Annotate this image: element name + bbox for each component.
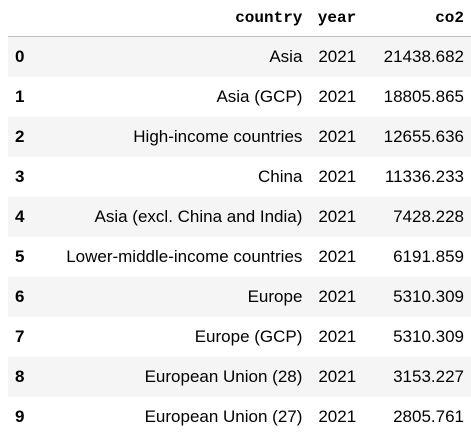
cell-co2: 11336.233 [384,166,464,186]
table-row: 2 High-income countries 2021 12655.636 [8,116,471,157]
cell-co2: 18805.865 [383,86,464,106]
column-header-country: country [37,0,310,37]
table-row: 5 Lower-middle-income countries 2021 6191.8… [8,237,471,277]
cell-co2: 3153.227 [393,367,464,387]
table-row: 6 Europe 2021 5310.309 [8,277,471,318]
row-index: 1 [15,86,25,106]
cell-co2: 5310.309 [393,327,464,347]
column-header-year: year [309,0,364,37]
cell-co2: 21438.682 [383,46,464,66]
cell-country: European Union (28) [144,367,303,387]
cell-country: High-income countries [133,126,303,146]
cell-country: Asia (excl. China and India) [94,206,303,226]
cell-year: 2021 [318,86,357,106]
cell-country: Asia [269,46,303,66]
table-body: 0 Asia 2021 21438.682 1 Asia (GCP) 2021 18805.8… [8,36,471,438]
cell-year: 2021 [318,287,357,307]
cell-year: 2021 [318,247,357,267]
table-row: 0 Asia 2021 21438.682 [8,36,471,77]
cell-country: China [257,166,303,186]
cell-co2: 5310.309 [393,287,464,307]
row-index: 5 [15,247,25,267]
cell-year: 2021 [318,327,357,347]
cell-country: Lower-middle-income countries [66,247,303,267]
cell-co2: 6191.859 [393,247,464,267]
row-index: 3 [15,166,25,186]
row-index: 9 [15,407,25,427]
header-row: country year co2 [8,0,471,37]
cell-co2: 7428.228 [393,206,464,226]
row-index: 0 [15,46,25,66]
table-row: 1 Asia (GCP) 2021 18805.865 [8,77,471,117]
table-header: country year co2 [8,0,471,37]
table-row: 7 Europe (GCP) 2021 5310.309 [8,317,471,357]
row-index: 4 [15,206,25,226]
cell-country: European Union (27) [144,407,303,427]
cell-country: Asia (GCP) [216,86,303,106]
cell-year: 2021 [318,46,357,66]
row-index: 2 [15,126,25,146]
row-index: 8 [15,367,25,387]
cell-country: Europe [247,287,303,307]
dataframe-table: country year co2 0 Asia 2021 21438.682 1 Asia… [8,0,471,437]
cell-year: 2021 [318,126,357,146]
cell-country: Europe (GCP) [194,327,303,347]
index-header [8,0,38,37]
cell-year: 2021 [318,367,357,387]
cell-year: 2021 [318,206,357,226]
column-header-co2: co2 [363,0,471,37]
table-row: 8 European Union (28) 2021 3153.227 [8,357,471,398]
cell-co2: 12655.636 [383,126,464,146]
row-index: 6 [15,287,25,307]
table-row: 4 Asia (excl. China and India) 2021 7428.22… [8,196,471,237]
cell-year: 2021 [318,407,357,427]
row-index: 7 [15,327,25,347]
cell-year: 2021 [318,166,357,186]
table-row: 3 China 2021 11336.233 [8,157,471,197]
table-row: 9 European Union (27) 2021 2805.761 [8,397,471,437]
cell-co2: 2805.761 [393,407,464,427]
